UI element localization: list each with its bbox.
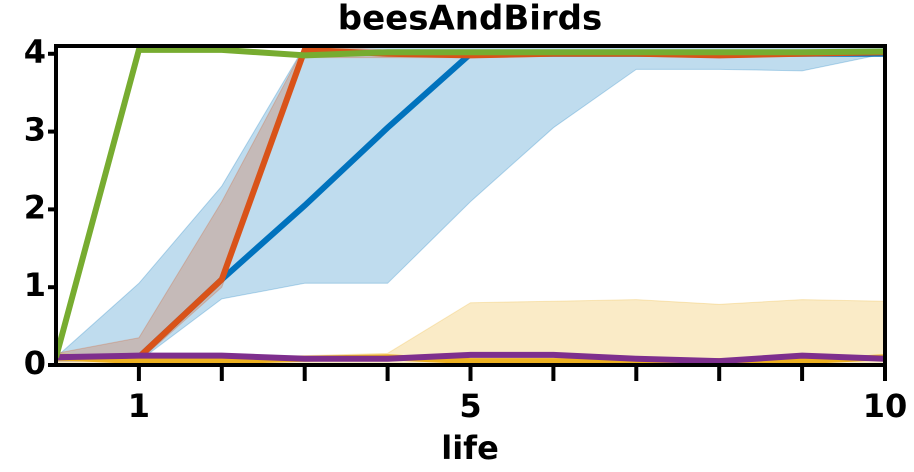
y-tick-label: 4 (24, 33, 46, 71)
confidence-band (56, 46, 885, 362)
y-tick-label: 3 (24, 111, 46, 149)
y-tick-label: 0 (24, 344, 46, 382)
confidence-band (56, 299, 885, 365)
line (56, 46, 885, 359)
y-tick-label: 2 (24, 188, 46, 226)
x-tick-label: 1 (128, 387, 150, 425)
x-axis-label: life (441, 429, 499, 467)
x-tick-label: 10 (863, 387, 908, 425)
x-tick-label: 5 (459, 387, 481, 425)
plot-area (56, 46, 885, 365)
line (56, 351, 885, 365)
chart-title: beesAndBirds (338, 0, 602, 39)
y-tick-label: 1 (24, 266, 46, 304)
